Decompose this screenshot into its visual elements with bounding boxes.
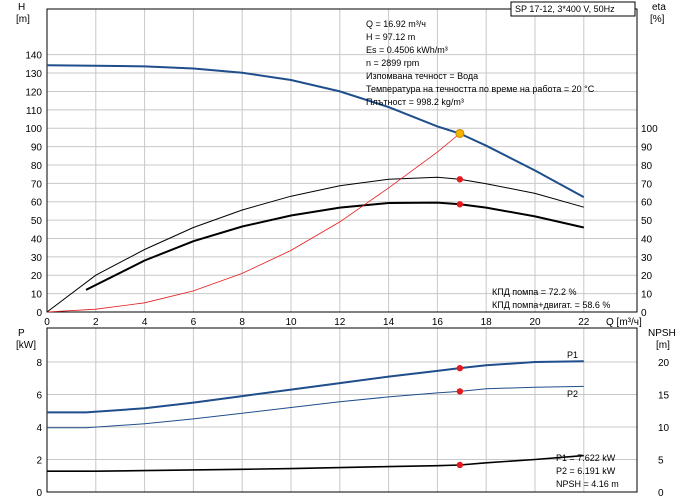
y-tick-label: 6 [36, 391, 42, 402]
eff-line: КПД помпа+двигат. = 58.6 % [492, 300, 610, 310]
operating-point-marker [456, 461, 464, 469]
y-right-tick-label: 100 [641, 124, 658, 135]
lower-y-label-p: P [18, 328, 25, 339]
efficiency-readout: КПД помпа = 72.2 % КПД помпа+двигат. = 5… [492, 287, 610, 310]
upper-right-unit-pct: [%] [650, 14, 665, 25]
lower-tick-labels: 0 2 4 6 8 0 5 10 15 20 [36, 358, 669, 499]
y-tick-label: 90 [31, 143, 43, 154]
upper-tick-labels: 0 2 4 6 8 10 12 14 16 18 20 22 0 10 20 30 40 50 60 70 80 90 10… [25, 51, 658, 328]
series-label-p2: P2 [567, 389, 578, 399]
y-tick-label: 100 [25, 124, 42, 135]
x-tick-label: 16 [432, 317, 444, 328]
y-right-tick-label: 40 [641, 234, 653, 245]
upper-y-label-h: H [18, 2, 25, 13]
y-right-tick-label: 0 [658, 488, 664, 499]
y-tick-label: 10 [31, 290, 43, 301]
series-line-P2 [47, 385, 584, 429]
operating-point-info: Q = 16.92 m³/ч H = 97.12 m Es = 0.4506 k… [366, 19, 595, 107]
y-tick-label: 60 [31, 198, 43, 209]
y-right-tick-label: 10 [641, 290, 653, 301]
series-line-eta_total [85, 201, 585, 291]
x-tick-label: 2 [93, 317, 99, 328]
x-tick-label: 18 [481, 317, 493, 328]
y-right-tick-label: 90 [641, 143, 653, 154]
series-label-p1: P1 [567, 350, 578, 360]
y-tick-label: 4 [36, 423, 42, 434]
y-tick-label: 110 [26, 106, 42, 117]
power-readout: P1 = 7.622 kW P2 = 6.191 kW NPSH = 4.16 … [556, 453, 619, 489]
lower-right-unit-m: [m] [656, 340, 670, 351]
y-right-tick-label: 0 [641, 308, 647, 319]
y-right-tick-label: 20 [641, 271, 653, 282]
upper-plot-frame [46, 8, 638, 313]
y-tick-label: 30 [31, 253, 43, 264]
upper-x-axis-label: Q [m³/ч] [606, 317, 642, 328]
y-right-tick-label: 5 [658, 456, 664, 467]
upper-y-unit-m: [m] [16, 14, 30, 25]
title-text: SP 17-12, 3*400 V, 50Hz [515, 4, 615, 14]
y-tick-label: 0 [36, 308, 42, 319]
y-right-tick-label: 50 [641, 216, 653, 227]
operating-point-marker [456, 364, 464, 372]
y-tick-label: 80 [31, 161, 43, 172]
info-line: Температура на течността по време на раб… [366, 84, 595, 94]
upper-right-label-eta: eta [652, 2, 666, 13]
series-line-H [46, 64, 585, 198]
eff-line: КПД помпа = 72.2 % [492, 287, 577, 297]
x-tick-label: 14 [383, 317, 395, 328]
y-tick-label: 0 [36, 488, 42, 499]
y-right-tick-label: 10 [658, 423, 670, 434]
lower-plot-frame [46, 327, 638, 493]
y-tick-label: 130 [25, 69, 42, 80]
y-right-tick-label: 15 [658, 391, 670, 402]
y-tick-label: 2 [36, 456, 42, 467]
y-tick-label: 120 [25, 87, 42, 98]
operating-point-marker [455, 128, 465, 138]
y-right-tick-label: 60 [641, 198, 653, 209]
power-line: NPSH = 4.16 m [556, 479, 619, 489]
lower-series-group [47, 360, 584, 472]
x-tick-label: 0 [44, 317, 50, 328]
x-tick-label: 4 [142, 317, 148, 328]
y-tick-label: 50 [31, 216, 43, 227]
info-line: Es = 0.4506 kWh/m³ [366, 45, 448, 55]
info-line: Плътност = 998.2 kg/m³ [366, 97, 464, 107]
operating-point-marker [456, 201, 464, 208]
y-tick-label: 140 [25, 51, 42, 62]
y-right-tick-label: 30 [641, 253, 653, 264]
y-right-tick-label: 70 [641, 179, 653, 190]
series-line-system [46, 133, 461, 313]
x-tick-label: 22 [578, 317, 590, 328]
y-tick-label: 70 [31, 179, 43, 190]
info-line: Q = 16.92 m³/ч [366, 19, 426, 29]
operating-point-marker [456, 388, 464, 395]
info-line: H = 97.12 m [366, 32, 415, 42]
y-tick-label: 8 [36, 358, 42, 369]
series-line-NPSH [47, 454, 584, 472]
x-tick-label: 6 [191, 317, 197, 328]
x-tick-label: 12 [334, 317, 346, 328]
power-line: P2 = 6.191 kW [556, 466, 616, 476]
lower-y-unit-kw: [kW] [16, 340, 36, 351]
upper-grid [46, 9, 637, 313]
title-box [510, 1, 636, 17]
operating-point-marker [456, 176, 464, 183]
info-line: Изпомвана течност = Вода [366, 71, 478, 81]
y-right-tick-label: 80 [641, 161, 653, 172]
lower-right-label-npsh: NPSH [648, 328, 676, 339]
power-line: P1 = 7.622 kW [556, 453, 616, 463]
series-line-eta_pump [46, 176, 584, 313]
y-tick-label: 20 [31, 271, 43, 282]
info-line: n = 2899 rpm [366, 58, 419, 68]
x-tick-label: 10 [285, 317, 297, 328]
y-tick-label: 40 [31, 234, 43, 245]
series-line-P1 [47, 360, 584, 414]
x-tick-label: 8 [239, 317, 245, 328]
upper-series-group [46, 64, 585, 313]
x-tick-label: 20 [529, 317, 541, 328]
y-right-tick-label: 20 [658, 358, 670, 369]
